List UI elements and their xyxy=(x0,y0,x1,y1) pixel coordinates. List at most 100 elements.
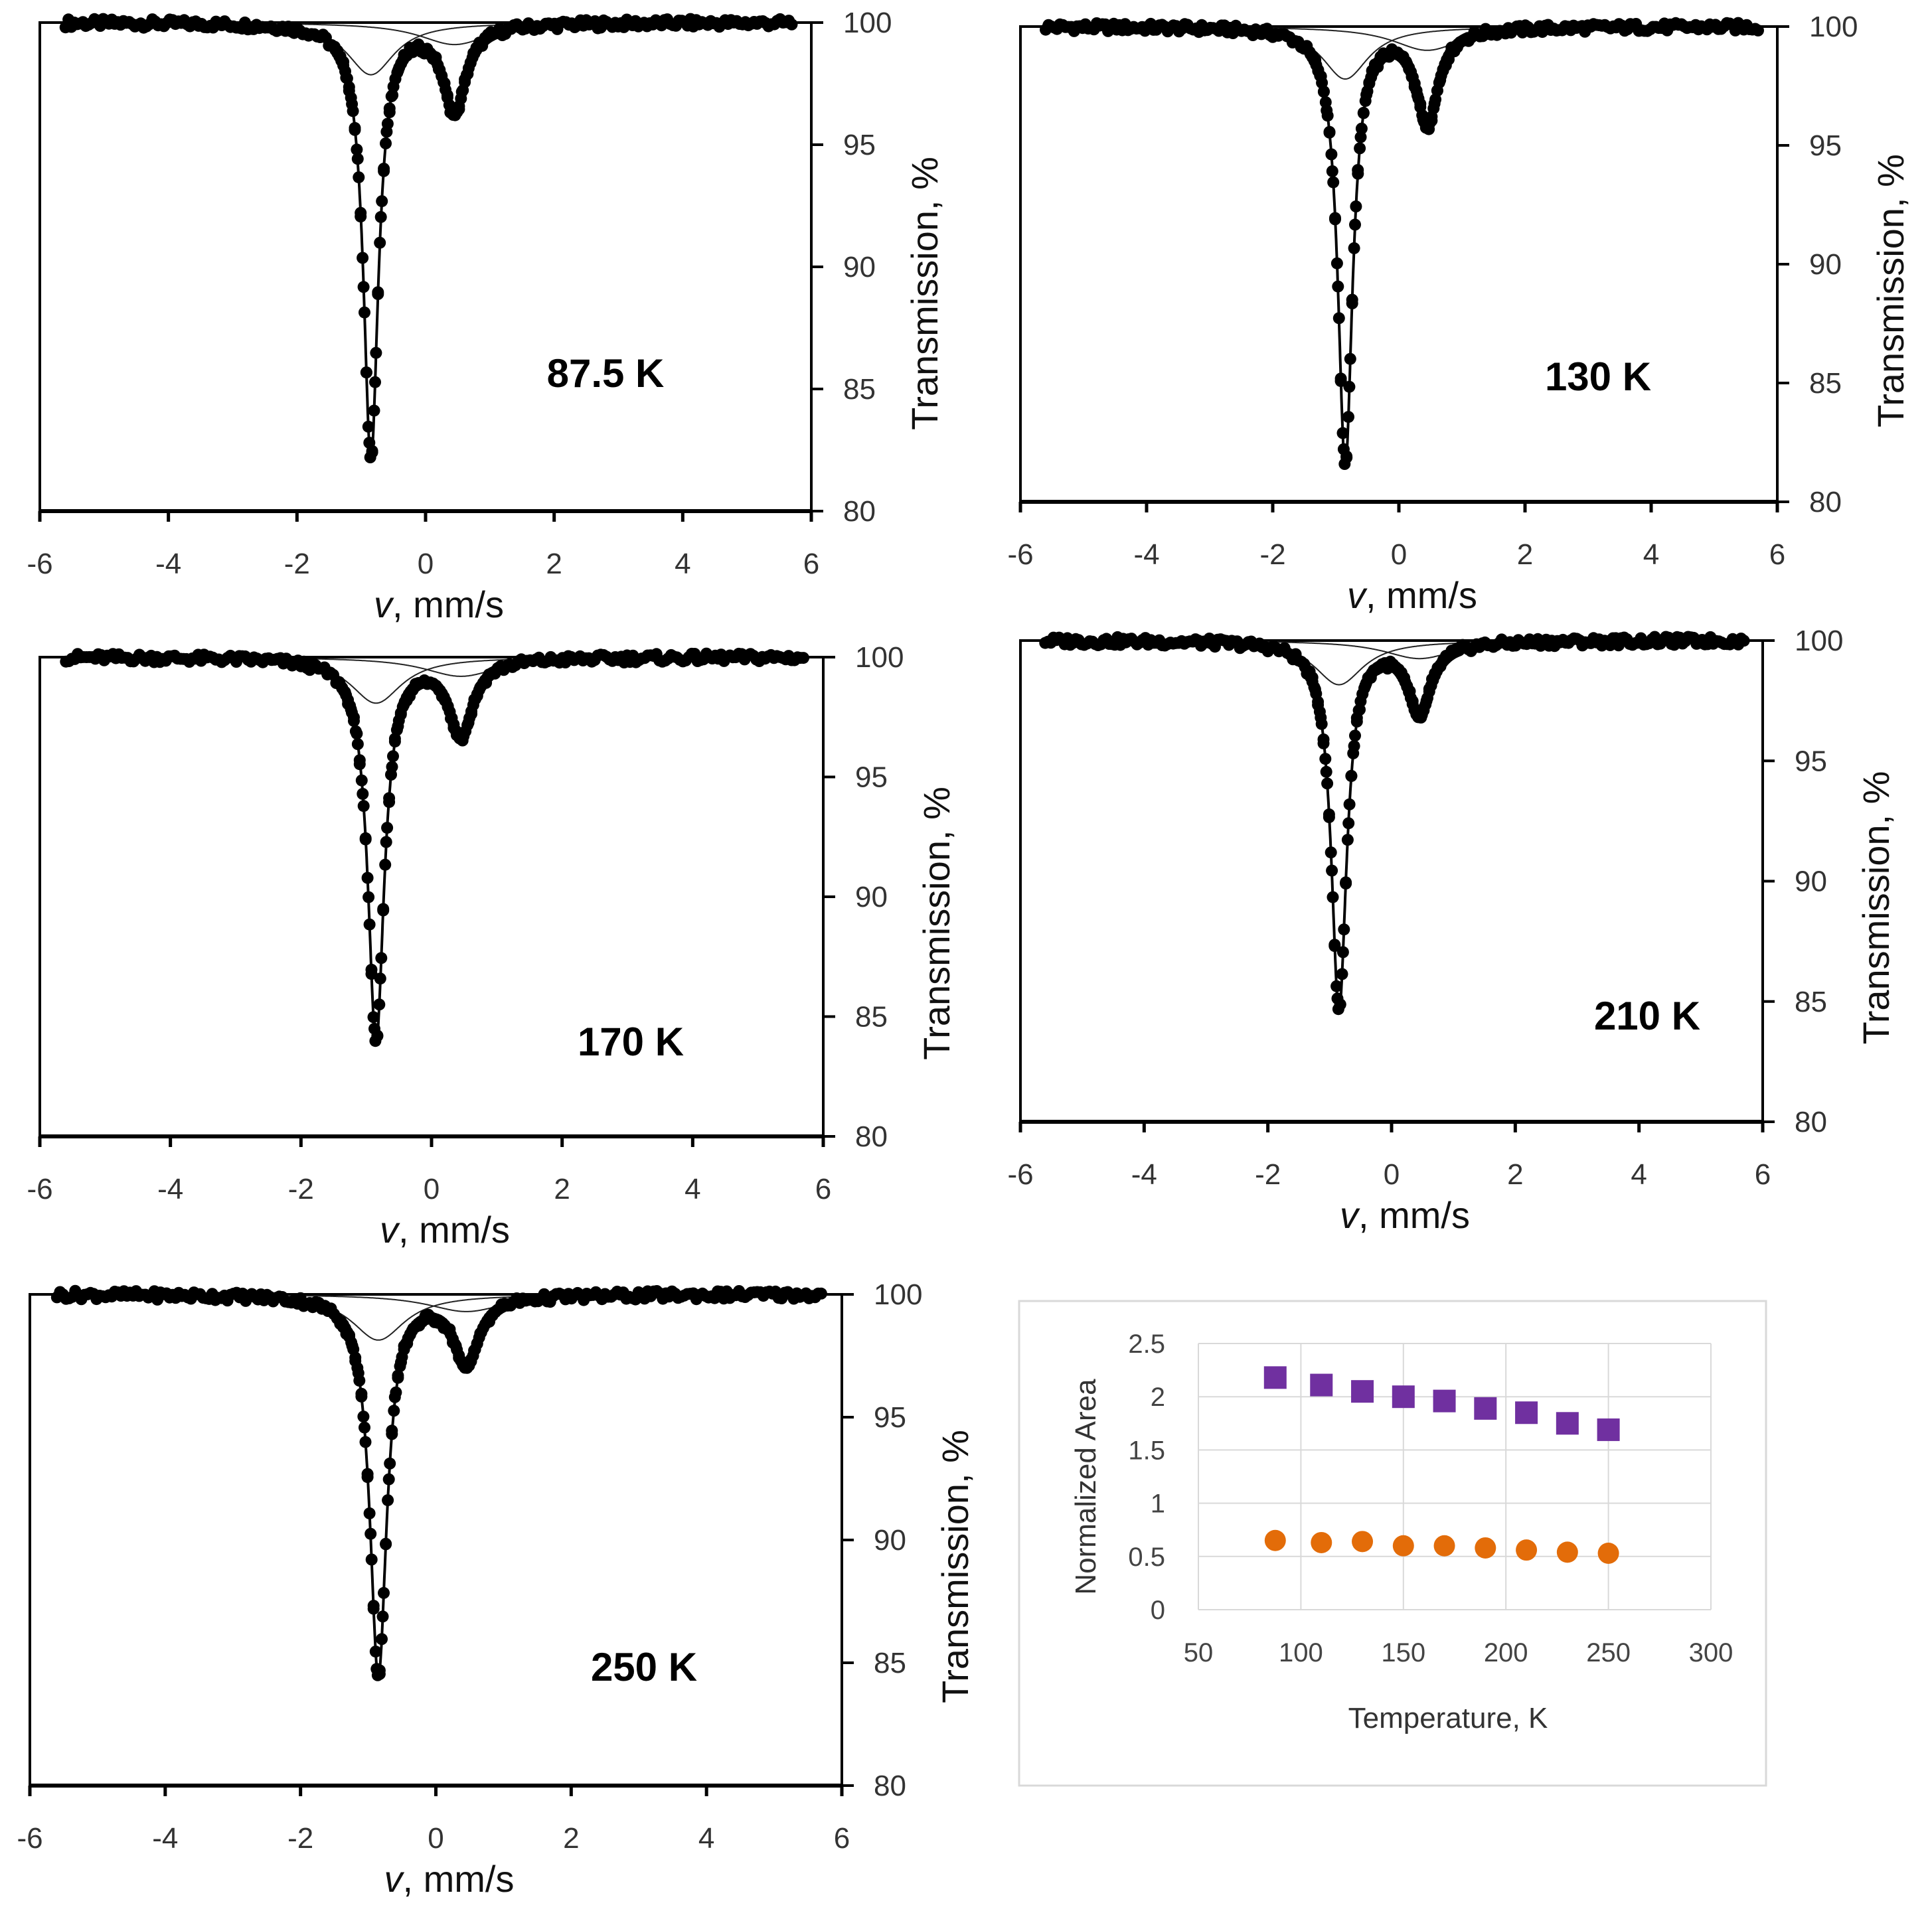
x-tick-label: 4 xyxy=(698,1822,714,1855)
data-point xyxy=(347,105,359,117)
fit-curve xyxy=(56,1293,822,1679)
data-points xyxy=(1040,17,1764,470)
y-axis-title: Transmission, % xyxy=(904,157,945,430)
data-point xyxy=(1343,798,1356,810)
plot-frame xyxy=(39,21,813,512)
temperature-label: 130 K xyxy=(1545,354,1651,399)
plot-frame xyxy=(1019,639,1764,1123)
y-tick-label: 80 xyxy=(874,1770,906,1802)
y-tick-label: 95 xyxy=(1795,745,1827,777)
fit-curve xyxy=(1046,25,1759,469)
spectrum-panel-1: -6 -4 -2 0 2 4 6 80 85 90 95 100 130 K v, mm/s Transmi… xyxy=(1007,11,1911,616)
x-axis-title-unit: , mm/s xyxy=(403,1858,515,1900)
inset-x-tick-label: 100 xyxy=(1279,1638,1323,1667)
y-tick-label: 100 xyxy=(874,1278,922,1311)
data-point xyxy=(385,90,398,103)
y-tick-label: 90 xyxy=(874,1524,906,1557)
data-point xyxy=(378,163,390,175)
data-point xyxy=(368,404,380,417)
fit-curve xyxy=(66,656,804,1045)
y-tick-label: 85 xyxy=(874,1647,906,1679)
data-point xyxy=(366,445,378,457)
data-point xyxy=(363,1507,376,1519)
data-point xyxy=(1359,95,1372,108)
plot-frame xyxy=(39,656,825,1138)
inset-square-point xyxy=(1597,1418,1620,1441)
data-point xyxy=(369,376,381,388)
inset-border xyxy=(1018,1300,1767,1787)
data-point xyxy=(367,1011,380,1024)
x-tick-label: -4 xyxy=(1133,538,1159,571)
data-point xyxy=(387,750,399,763)
y-tick-label: 85 xyxy=(1809,367,1842,400)
data-point xyxy=(353,171,365,184)
data-point xyxy=(797,652,809,664)
data-point xyxy=(1344,352,1356,365)
data-point xyxy=(390,724,403,736)
data-point xyxy=(349,725,362,737)
data-point xyxy=(1329,212,1341,224)
temperature-label: 250 K xyxy=(591,1645,697,1689)
y-tick-label: 100 xyxy=(855,641,904,674)
y-tick-label: 80 xyxy=(855,1120,888,1153)
y-axis-title: Transmission, % xyxy=(916,787,957,1060)
y-tick-label: 85 xyxy=(1795,986,1827,1018)
x-axis-title-unit: , mm/s xyxy=(392,583,504,625)
x-tick-label: 6 xyxy=(834,1822,850,1855)
data-point xyxy=(1325,846,1337,859)
inset-y-tick-label: 1 xyxy=(1151,1490,1165,1519)
data-point xyxy=(1352,704,1365,717)
x-tick-label: -6 xyxy=(1007,538,1033,571)
x-axis-title: v, mm/s xyxy=(384,1858,515,1900)
data-points xyxy=(1039,631,1750,1016)
data-point xyxy=(1319,753,1332,765)
data-point xyxy=(374,236,386,249)
x-tick-label: -4 xyxy=(157,1173,183,1205)
inset-x-tick-label: 150 xyxy=(1381,1638,1425,1667)
data-point xyxy=(1330,257,1343,269)
temperature-label: 87.5 K xyxy=(547,351,665,396)
x-tick-label: 4 xyxy=(675,548,690,580)
data-point xyxy=(1352,167,1364,180)
data-point xyxy=(372,288,384,300)
temperature-label: 210 K xyxy=(1594,994,1700,1038)
data-point xyxy=(1318,85,1330,98)
data-point xyxy=(381,822,394,834)
data-point xyxy=(380,137,392,149)
data-point xyxy=(1355,122,1368,135)
x-axis-title-symbol: v xyxy=(380,1209,400,1251)
data-point xyxy=(1326,165,1338,177)
x-tick-label: 0 xyxy=(428,1822,443,1855)
spectrum-panel-0: -6 -4 -2 0 2 4 6 80 85 90 95 100 87.5 K v, mm/s Transm… xyxy=(27,7,945,625)
x-tick-label: -6 xyxy=(17,1822,42,1855)
inset-x-axis-title: Temperature, K xyxy=(1348,1702,1548,1734)
data-point xyxy=(392,1371,404,1384)
data-point xyxy=(1332,280,1344,293)
x-tick-label: -2 xyxy=(288,1173,314,1205)
y-tick-label: 90 xyxy=(1809,248,1842,281)
data-point xyxy=(1341,834,1354,846)
x-tick-label: 2 xyxy=(546,548,562,580)
inset-square-point xyxy=(1556,1412,1579,1435)
inset-x-tick-label: 300 xyxy=(1689,1638,1733,1667)
data-point xyxy=(1315,718,1328,730)
data-point xyxy=(369,1646,382,1658)
inset-square-point xyxy=(1392,1385,1415,1409)
fit-curve xyxy=(1045,639,1744,1013)
data-point xyxy=(1349,218,1361,231)
data-point xyxy=(351,143,363,156)
inset-y-tick-label: 0 xyxy=(1151,1596,1165,1625)
x-tick-label: 2 xyxy=(1507,1158,1523,1191)
spectrum-panel-2: -6 -4 -2 0 2 4 6 80 85 90 95 100 170 K v, mm/s Transmi… xyxy=(27,641,957,1251)
spectrum-panel-4: -6 -4 -2 0 2 4 6 80 85 90 95 100 250 K v, mm/s Transmi… xyxy=(17,1278,976,1900)
x-axis-title: v, mm/s xyxy=(374,583,504,625)
inset-y-tick-label: 2.5 xyxy=(1128,1330,1165,1359)
y-tick-label: 80 xyxy=(843,495,876,528)
x-tick-label: -2 xyxy=(1255,1158,1281,1191)
y-tick-label: 80 xyxy=(1809,486,1842,518)
data-point xyxy=(1313,706,1326,718)
inset-circle-point xyxy=(1556,1541,1578,1563)
y-tick-label: 95 xyxy=(874,1401,906,1434)
x-tick-label: -4 xyxy=(155,548,181,580)
data-point xyxy=(357,788,369,800)
